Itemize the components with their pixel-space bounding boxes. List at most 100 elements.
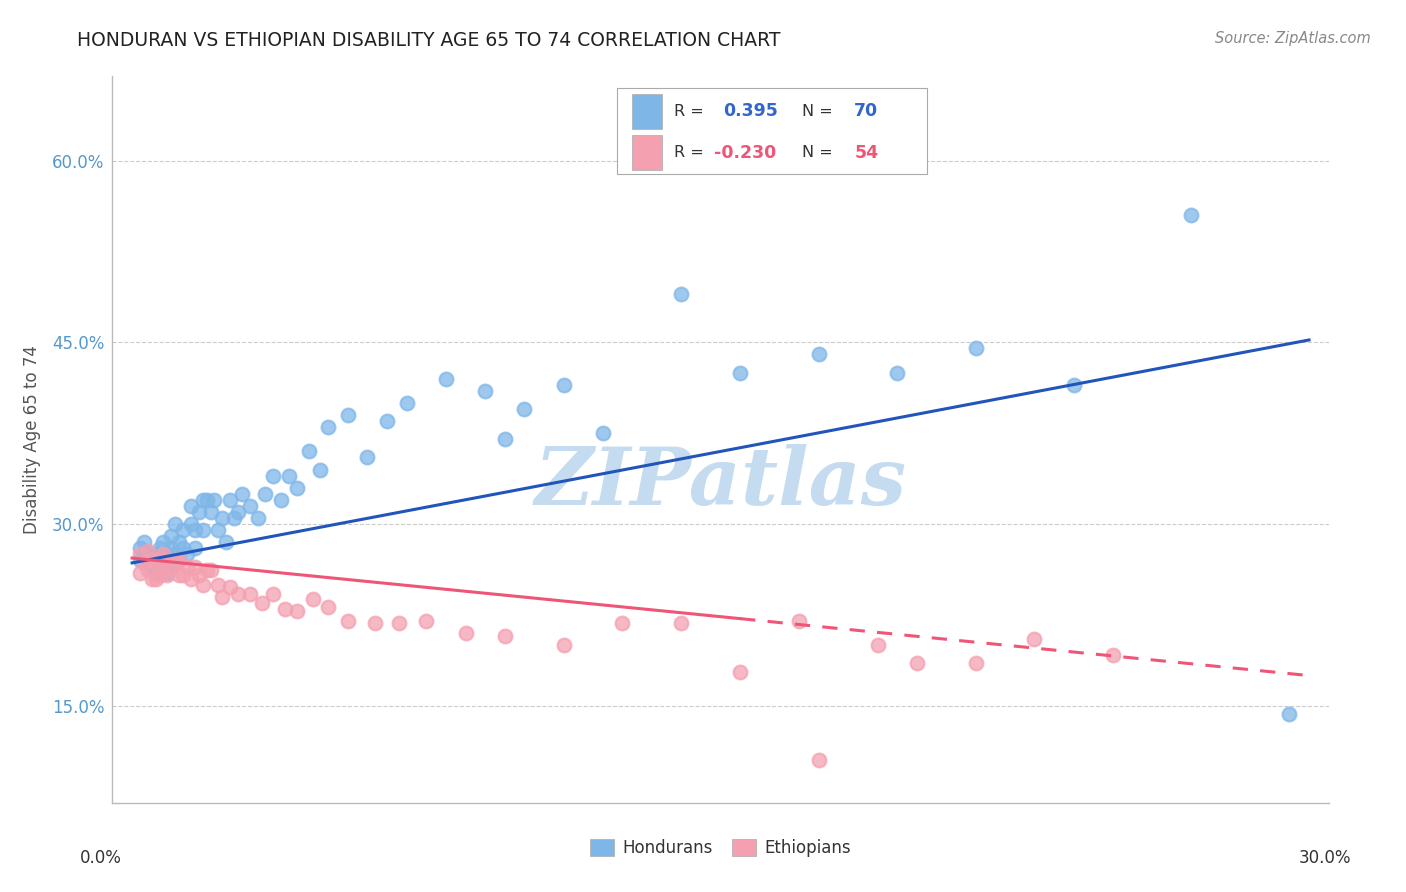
Point: [180, 572, 202, 586]
Point: [195, 563, 218, 577]
Point: [136, 553, 159, 567]
Point: [172, 523, 194, 537]
Point: [176, 559, 198, 574]
Point: [671, 287, 693, 301]
Point: [254, 487, 277, 501]
Point: [145, 548, 167, 562]
Point: [129, 548, 152, 562]
Point: [231, 487, 253, 501]
Point: [165, 548, 187, 562]
Point: [886, 366, 908, 380]
Point: [388, 616, 411, 631]
Point: [222, 511, 246, 525]
Point: [172, 568, 194, 582]
Point: [866, 638, 889, 652]
Point: [172, 541, 194, 556]
Point: [132, 556, 155, 570]
Point: [301, 592, 323, 607]
FancyBboxPatch shape: [617, 88, 928, 174]
Point: [141, 553, 163, 567]
Point: [152, 548, 174, 562]
Point: [145, 572, 167, 586]
Point: [165, 553, 187, 567]
Point: [553, 638, 575, 652]
Point: [336, 614, 359, 628]
Point: [184, 541, 207, 556]
Point: [152, 535, 174, 549]
Point: [316, 599, 339, 614]
Point: [239, 587, 262, 601]
Point: [167, 553, 190, 567]
Point: [226, 505, 249, 519]
Point: [219, 580, 242, 594]
Point: [728, 366, 751, 380]
Text: 54: 54: [855, 144, 879, 161]
Point: [148, 541, 170, 556]
Point: [285, 604, 308, 618]
Point: [474, 384, 496, 398]
Point: [262, 587, 284, 601]
Point: [364, 616, 387, 631]
Text: R =: R =: [675, 145, 709, 160]
Point: [187, 505, 209, 519]
Point: [494, 629, 516, 643]
Point: [167, 535, 190, 549]
Point: [375, 414, 398, 428]
Point: [207, 523, 229, 537]
Text: ZIPatlas: ZIPatlas: [534, 444, 907, 522]
Point: [356, 450, 378, 465]
Point: [129, 541, 152, 556]
Text: Source: ZipAtlas.com: Source: ZipAtlas.com: [1215, 31, 1371, 46]
Point: [226, 587, 249, 601]
Text: N =: N =: [801, 145, 832, 160]
Point: [787, 614, 810, 628]
Point: [184, 559, 207, 574]
Point: [211, 511, 233, 525]
Point: [211, 590, 233, 604]
Text: N =: N =: [801, 103, 832, 119]
Point: [148, 559, 170, 574]
Point: [246, 511, 269, 525]
Point: [309, 462, 332, 476]
Point: [1180, 208, 1202, 222]
Point: [278, 468, 301, 483]
Point: [180, 499, 202, 513]
Point: [494, 433, 516, 447]
Bar: [631, 94, 662, 128]
Point: [156, 548, 179, 562]
Point: [215, 535, 238, 549]
Point: [191, 578, 214, 592]
Point: [1024, 632, 1046, 647]
Point: [160, 559, 183, 574]
Point: [807, 753, 830, 767]
Point: [156, 566, 179, 580]
Point: [191, 523, 214, 537]
Point: [145, 566, 167, 580]
Point: [145, 556, 167, 570]
Text: R =: R =: [675, 103, 709, 119]
Point: [136, 543, 159, 558]
Point: [200, 563, 222, 577]
Point: [219, 492, 242, 507]
Point: [1278, 707, 1301, 722]
Text: 70: 70: [855, 103, 879, 120]
Point: [132, 535, 155, 549]
Point: [965, 657, 987, 671]
Point: [191, 492, 214, 507]
Point: [807, 347, 830, 361]
Point: [298, 444, 321, 458]
Point: [336, 408, 359, 422]
Point: [250, 596, 273, 610]
Point: [184, 523, 207, 537]
Point: [148, 551, 170, 566]
Text: -0.230: -0.230: [714, 144, 776, 161]
Point: [553, 377, 575, 392]
Point: [274, 602, 297, 616]
Legend: Hondurans, Ethiopians: Hondurans, Ethiopians: [583, 832, 858, 863]
Point: [167, 568, 190, 582]
Point: [239, 499, 262, 513]
Point: [160, 541, 183, 556]
Point: [165, 517, 187, 532]
Point: [1102, 648, 1125, 662]
Point: [136, 563, 159, 577]
